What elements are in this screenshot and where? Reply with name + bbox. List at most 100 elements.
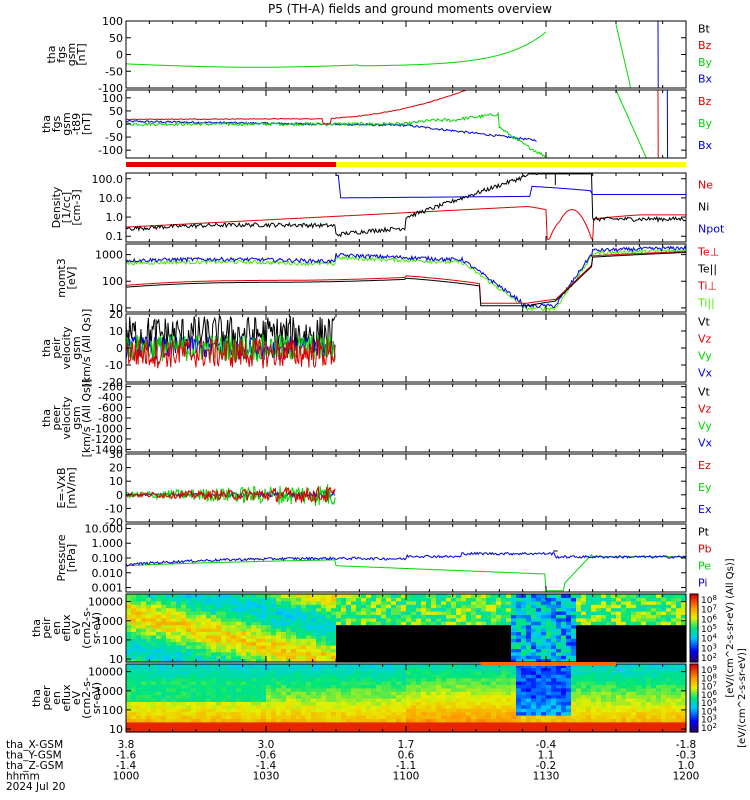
- spectrogram-cell: [536, 698, 542, 702]
- spectrogram-cell: [481, 708, 487, 713]
- spectrogram-cell: [446, 648, 452, 653]
- spectrogram-cell: [381, 628, 387, 632]
- spectrogram-cell: [341, 600, 347, 605]
- spectrogram-cell: [141, 698, 147, 702]
- spectrogram-cell: [246, 645, 252, 649]
- spectrogram-cell: [391, 687, 397, 692]
- legend-entry: Vt: [698, 316, 711, 329]
- spectrogram-cell: [491, 607, 497, 612]
- spectrogram-cell: [286, 664, 292, 668]
- spectrogram-cell: [661, 658, 667, 663]
- spectrogram-cell: [521, 684, 527, 689]
- spectrogram-cell: [466, 655, 472, 660]
- spectrogram-cell: [221, 721, 227, 726]
- spectrogram-cell: [241, 597, 247, 602]
- spectrogram-cell: [166, 648, 172, 653]
- spectrogram-cell: [461, 611, 467, 615]
- spectrogram-cell: [381, 677, 387, 682]
- spectrogram-cell: [226, 670, 232, 675]
- spectrogram-cell: [681, 600, 687, 605]
- spectrogram-cell: [611, 594, 617, 598]
- spectrogram-cell: [656, 684, 662, 689]
- spectrogram-cell: [411, 621, 417, 626]
- spectrogram-cell: [126, 664, 132, 668]
- spectrogram-cell: [456, 677, 462, 682]
- spectrogram-cell: [206, 681, 212, 685]
- spectrogram-cell: [146, 624, 152, 629]
- spectrogram-cell: [226, 611, 232, 615]
- spectrogram-cell: [136, 645, 142, 649]
- spectrogram-cell: [616, 611, 622, 615]
- spectrogram-cell: [231, 648, 237, 653]
- spectrogram-cell: [536, 617, 542, 622]
- spectrogram-cell: [361, 648, 367, 653]
- spectrogram-cell: [456, 674, 462, 679]
- spectrogram-cell: [501, 708, 507, 713]
- spectrogram-cell: [636, 621, 642, 626]
- spectrogram-cell: [196, 597, 202, 602]
- spectrogram-cell: [156, 698, 162, 702]
- spectrogram-cell: [606, 684, 612, 689]
- spectrogram-cell: [606, 725, 612, 730]
- spectrogram-cell: [416, 645, 422, 649]
- spectrogram-cell: [211, 594, 217, 598]
- spectrogram-cell: [391, 645, 397, 649]
- spectrogram-cell: [241, 691, 247, 696]
- spectrogram-cell: [201, 607, 207, 612]
- ephemeris-value: -1.1: [396, 760, 417, 772]
- spectrogram-cell: [441, 614, 447, 619]
- spectrogram-cell: [391, 664, 397, 668]
- spectrogram-cell: [336, 597, 342, 602]
- spectrogram-cell: [316, 621, 322, 626]
- spectrogram-cell: [136, 711, 142, 716]
- spectrogram-cell: [416, 674, 422, 679]
- spectrogram-cell: [386, 718, 392, 723]
- spectrogram-cell: [496, 594, 502, 598]
- spectrogram-cell: [606, 681, 612, 685]
- spectrogram-cell: [451, 694, 457, 699]
- spectrogram-cell: [431, 600, 437, 605]
- spectrogram-cell: [541, 594, 547, 598]
- spectrogram-cell: [681, 677, 687, 682]
- spectrogram-cell: [196, 677, 202, 682]
- spectrogram-cell: [326, 711, 332, 716]
- spectrogram-cell: [376, 718, 382, 723]
- spectrogram-cell: [406, 704, 412, 709]
- spectrogram-cell: [271, 715, 277, 719]
- spectrogram-cell: [441, 725, 447, 730]
- spectrogram-cell: [201, 600, 207, 605]
- spectrogram-cell: [146, 664, 152, 668]
- spectrogram-cell: [131, 594, 137, 598]
- legend-entry: Ne: [698, 179, 713, 192]
- spectrogram-cell: [556, 674, 562, 679]
- spectrogram-cell: [676, 701, 682, 706]
- spectrogram-cell: [616, 681, 622, 685]
- spectrogram-cell: [526, 631, 532, 636]
- spectrogram-cell: [271, 684, 277, 689]
- spectrogram-cell: [571, 677, 577, 682]
- spectrogram-cell: [426, 600, 432, 605]
- spectrogram-cell: [331, 641, 337, 646]
- spectrogram-cell: [666, 698, 672, 702]
- spectrogram-cell: [156, 648, 162, 653]
- spectrogram-cell: [166, 631, 172, 636]
- spectrogram-cell: [206, 728, 212, 733]
- spectrogram-cell: [521, 621, 527, 626]
- spectrogram-cell: [281, 674, 287, 679]
- spectrogram-cell: [266, 648, 272, 653]
- ephemeris-label: tha_X-GSM: [6, 739, 63, 751]
- panel-frame: [125, 383, 687, 453]
- legend-entry: Te||: [697, 263, 717, 276]
- spectrogram-cell: [576, 634, 582, 639]
- spectrogram-cell: [141, 670, 147, 675]
- spectrogram-cell: [346, 691, 352, 696]
- series-By-late: [615, 24, 649, 88]
- spectrogram-cell: [436, 701, 442, 706]
- spectrogram-cell: [176, 658, 182, 663]
- spectrogram-cell: [436, 687, 442, 692]
- spectrogram-cell: [506, 687, 512, 692]
- spectrogram-cell: [261, 687, 267, 692]
- spectrogram-cell: [301, 718, 307, 723]
- spectrogram-cell: [596, 670, 602, 675]
- spectrogram-cell: [156, 725, 162, 730]
